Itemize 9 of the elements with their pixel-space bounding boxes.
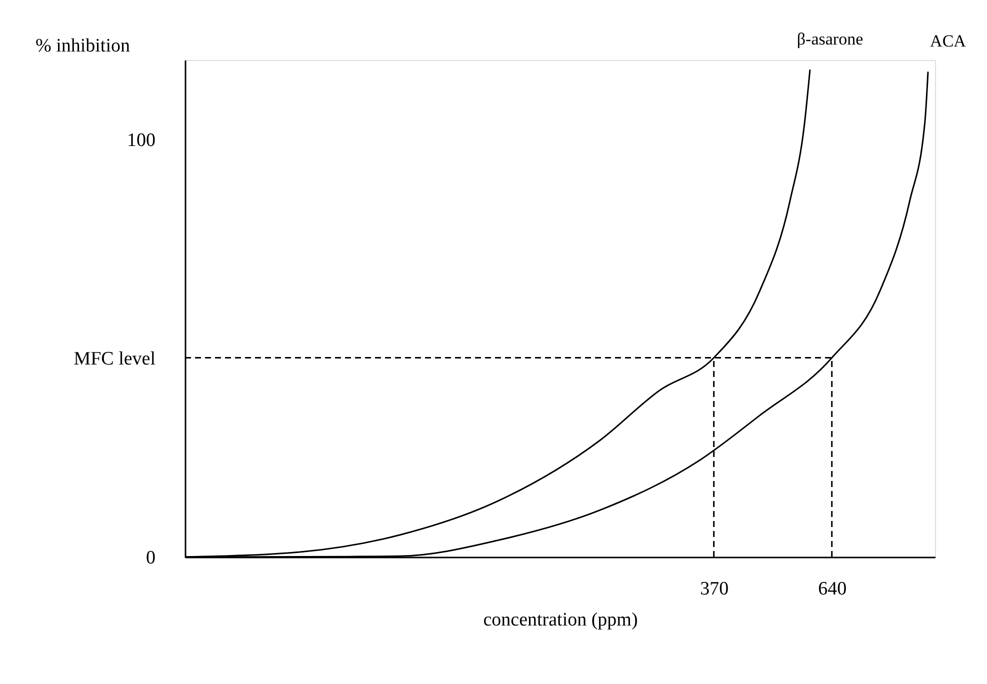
series-label: ACA bbox=[930, 32, 967, 51]
y-tick-label: 0 bbox=[146, 548, 156, 568]
y-tick-label: 100 bbox=[127, 130, 156, 151]
series-label: β-asarone bbox=[796, 30, 864, 49]
x-axis-title: concentration (ppm) bbox=[483, 610, 638, 630]
x-tick-label: 370 bbox=[700, 578, 729, 600]
x-tick-label: 640 bbox=[818, 578, 847, 600]
y-axis-title: % inhibition bbox=[36, 36, 130, 56]
y-tick-label: MFC level bbox=[74, 348, 156, 370]
